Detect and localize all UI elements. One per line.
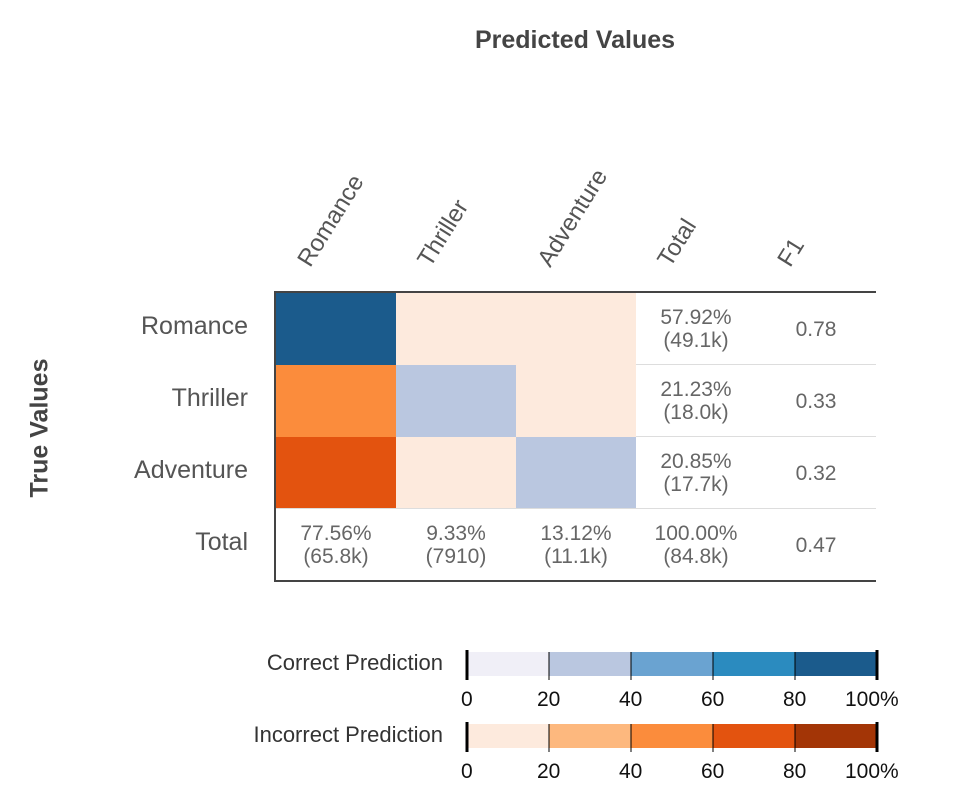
confusion-matrix: 57.92% (49.1k) 21.23% (18.0k) 20.85% (17… — [274, 291, 876, 582]
column-total-percent: 13.12% — [540, 522, 612, 545]
legend-correct-tick-40: 40 — [619, 688, 643, 711]
grand-total: 100.00% (84.8k) — [636, 522, 756, 568]
column-total-adventure: 13.12% (11.1k) — [516, 522, 636, 568]
row-total-count: (49.1k) — [663, 329, 729, 352]
legend-incorrect-swatch-0 — [467, 724, 549, 748]
matrix-cell-romance-thriller — [396, 293, 516, 365]
legend-incorrect-swatch-3 — [713, 724, 795, 748]
matrix-cell-thriller-thriller — [396, 365, 516, 437]
row-total-romance: 57.92% (49.1k) — [636, 306, 756, 352]
column-total-percent: 77.56% — [300, 522, 372, 545]
legend-correct-tick-0: 0 — [461, 688, 473, 711]
legend-correct-swatch-3 — [713, 652, 795, 676]
matrix-bottom-border — [274, 580, 876, 582]
row-total-percent: 20.85% — [660, 450, 732, 473]
legend-correct-tick-20: 20 — [537, 688, 561, 711]
row-total-count: (18.0k) — [663, 401, 729, 424]
legend-incorrect-swatch-4 — [795, 724, 877, 748]
column-total-thriller: 9.33% (7910) — [396, 522, 516, 568]
f1-romance: 0.78 — [795, 318, 837, 341]
f1-overall: 0.47 — [795, 534, 837, 557]
y-axis-label-container: True Values — [20, 333, 60, 523]
row-header-total: Total — [195, 528, 248, 556]
column-header-total: Total — [652, 214, 703, 272]
legend-incorrect-tick-20: 20 — [537, 760, 561, 783]
row-total-thriller: 21.23% (18.0k) — [636, 378, 756, 424]
column-header-romance: Romance — [292, 170, 370, 272]
legend-incorrect-label: Incorrect Prediction — [253, 722, 443, 747]
matrix-cell-adventure-adventure — [516, 437, 636, 509]
column-total-count: (11.1k) — [544, 545, 608, 568]
legend-incorrect-tick-80: 80 — [783, 760, 807, 783]
legend-incorrect-tick-0: 0 — [461, 760, 473, 783]
matrix-left-border — [274, 293, 276, 581]
matrix-cell-romance-adventure — [516, 293, 636, 365]
row-header-adventure: Adventure — [134, 456, 248, 484]
column-header-f1: F1 — [772, 233, 810, 272]
legend-correct-label: Correct Prediction — [266, 650, 443, 675]
column-total-count: (7910) — [425, 545, 487, 568]
matrix-cell-romance-romance — [276, 293, 396, 365]
legend-correct-tick-60: 60 — [701, 688, 725, 711]
legend-incorrect-tick-100: 100% — [845, 760, 899, 783]
legend-correct-swatch-1 — [549, 652, 631, 676]
column-total-count: (65.8k) — [303, 545, 369, 568]
legend-correct-scale — [465, 650, 879, 680]
row-header-romance: Romance — [141, 312, 248, 340]
column-total-romance: 77.56% (65.8k) — [276, 522, 396, 568]
chart-title: Predicted Values — [474, 26, 676, 54]
grand-total-percent: 100.00% — [654, 522, 738, 545]
row-total-percent: 57.92% — [660, 306, 732, 329]
matrix-cell-thriller-adventure — [516, 365, 636, 437]
legend-incorrect-tick-60: 60 — [701, 760, 725, 783]
row-separator — [636, 364, 876, 365]
row-total-count: (17.7k) — [663, 473, 729, 496]
legend-correct-tick-100: 100% — [845, 688, 899, 711]
legend-incorrect-scale — [465, 722, 879, 752]
column-header-thriller: Thriller — [412, 194, 475, 272]
column-header-adventure: Adventure — [532, 164, 614, 272]
legend-incorrect-swatch-2 — [631, 724, 713, 748]
column-total-percent: 9.33% — [426, 522, 486, 545]
grand-total-count: (84.8k) — [663, 545, 729, 568]
row-header-thriller: Thriller — [171, 384, 248, 412]
legend-correct-swatch-2 — [631, 652, 713, 676]
legend-incorrect-tick-40: 40 — [619, 760, 643, 783]
f1-adventure: 0.32 — [795, 462, 837, 485]
row-total-percent: 21.23% — [660, 378, 732, 401]
row-separator — [276, 508, 876, 509]
matrix-top-border — [274, 291, 876, 293]
f1-thriller: 0.33 — [795, 390, 837, 413]
row-separator — [636, 436, 876, 437]
matrix-cell-thriller-romance — [276, 365, 396, 437]
legend-correct-swatch-0 — [467, 652, 549, 676]
row-total-adventure: 20.85% (17.7k) — [636, 450, 756, 496]
legend-correct-swatch-4 — [795, 652, 877, 676]
legend-incorrect-swatch-1 — [549, 724, 631, 748]
legend-correct-tick-80: 80 — [783, 688, 807, 711]
matrix-cell-adventure-thriller — [396, 437, 516, 509]
matrix-cell-adventure-romance — [276, 437, 396, 509]
